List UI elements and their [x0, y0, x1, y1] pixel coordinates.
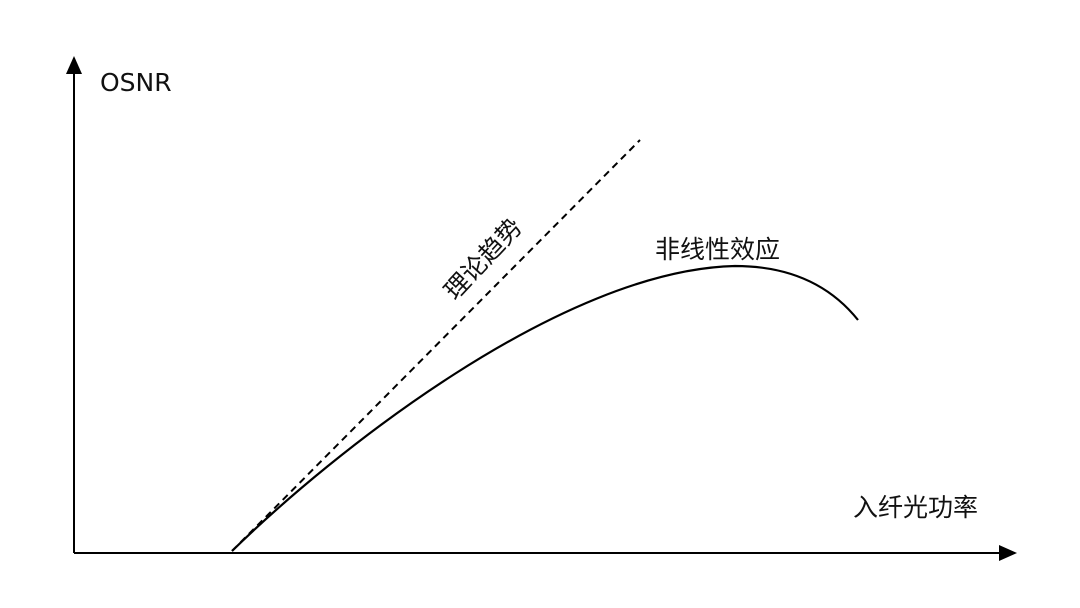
nonlinear-effect-label: 非线性效应: [655, 235, 781, 264]
y-axis-label: OSNR: [100, 68, 172, 97]
x-axis-label: 入纤光功率: [853, 493, 979, 522]
nonlinear-effect-curve: [231, 264, 859, 552]
theory-trend-line: [231, 139, 641, 552]
